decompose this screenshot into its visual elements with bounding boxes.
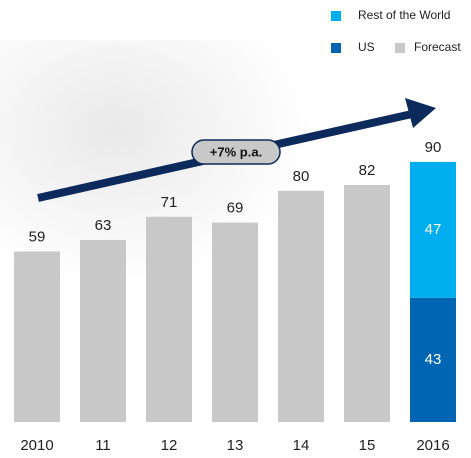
data-label: 71 bbox=[161, 194, 178, 211]
data-label: 63 bbox=[95, 217, 112, 234]
x-tick-label: 2016 bbox=[416, 437, 449, 454]
bar bbox=[212, 223, 258, 422]
x-tick-label: 13 bbox=[227, 437, 244, 454]
chart: 2010 59 11 63 12 71 13 69 14 80 15 82 2016 43 47 90 +7%… bbox=[0, 0, 471, 458]
x-tick-label: 15 bbox=[359, 437, 376, 454]
legend: Forecast US Rest of the World bbox=[331, 8, 461, 54]
bar bbox=[278, 191, 324, 422]
legend-label: Forecast bbox=[414, 40, 461, 54]
legend-label: US bbox=[358, 40, 375, 54]
legend-swatch bbox=[331, 11, 341, 21]
total-label: 90 bbox=[425, 139, 442, 156]
data-label: 43 bbox=[425, 351, 442, 368]
arrow-head bbox=[405, 98, 436, 128]
bar bbox=[14, 251, 60, 422]
bar bbox=[344, 185, 390, 422]
data-label: 69 bbox=[227, 200, 244, 217]
legend-label: Rest of the World bbox=[358, 8, 450, 22]
x-tick-label: 14 bbox=[293, 437, 310, 454]
x-tick-label: 11 bbox=[95, 437, 111, 454]
legend-swatch bbox=[331, 43, 341, 53]
data-label: 47 bbox=[425, 221, 442, 238]
legend-swatch bbox=[395, 43, 405, 53]
data-label: 80 bbox=[293, 168, 310, 185]
bar bbox=[146, 217, 192, 422]
x-tick-label: 2010 bbox=[20, 437, 53, 454]
bar bbox=[80, 240, 126, 422]
data-label: 59 bbox=[29, 228, 46, 245]
x-tick-label: 12 bbox=[161, 437, 178, 454]
annotation: +7% p.a. bbox=[210, 144, 262, 159]
data-label: 82 bbox=[359, 162, 376, 179]
